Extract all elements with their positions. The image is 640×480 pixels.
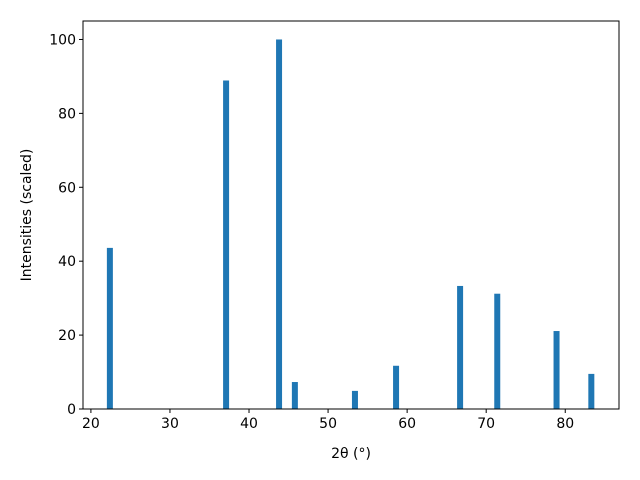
bar bbox=[276, 39, 283, 409]
y-tick-label: 80 bbox=[58, 106, 76, 122]
bar bbox=[223, 80, 230, 409]
bar bbox=[457, 285, 464, 409]
plot-frame bbox=[82, 20, 620, 410]
bar bbox=[351, 390, 358, 409]
y-tick-label: 100 bbox=[49, 32, 76, 48]
x-tick-label: 60 bbox=[398, 416, 416, 432]
y-tick-label: 60 bbox=[58, 180, 76, 196]
bar bbox=[588, 373, 595, 409]
x-tick-label: 80 bbox=[556, 416, 574, 432]
bar bbox=[106, 247, 113, 409]
y-tick-label: 40 bbox=[58, 254, 76, 270]
x-tick-label: 20 bbox=[82, 416, 100, 432]
bar bbox=[393, 365, 400, 409]
y-axis-label: Intensities (scaled) bbox=[19, 149, 35, 282]
x-tick-label: 30 bbox=[161, 416, 179, 432]
x-axis-label: 2θ (°) bbox=[331, 446, 371, 462]
bar bbox=[494, 293, 501, 409]
x-tick-label: 40 bbox=[240, 416, 258, 432]
y-tick-label: 0 bbox=[67, 402, 76, 418]
y-tick-label: 20 bbox=[58, 328, 76, 344]
bar bbox=[553, 331, 560, 409]
x-tick-label: 70 bbox=[477, 416, 495, 432]
bar bbox=[291, 382, 298, 409]
x-tick-label: 50 bbox=[319, 416, 337, 432]
